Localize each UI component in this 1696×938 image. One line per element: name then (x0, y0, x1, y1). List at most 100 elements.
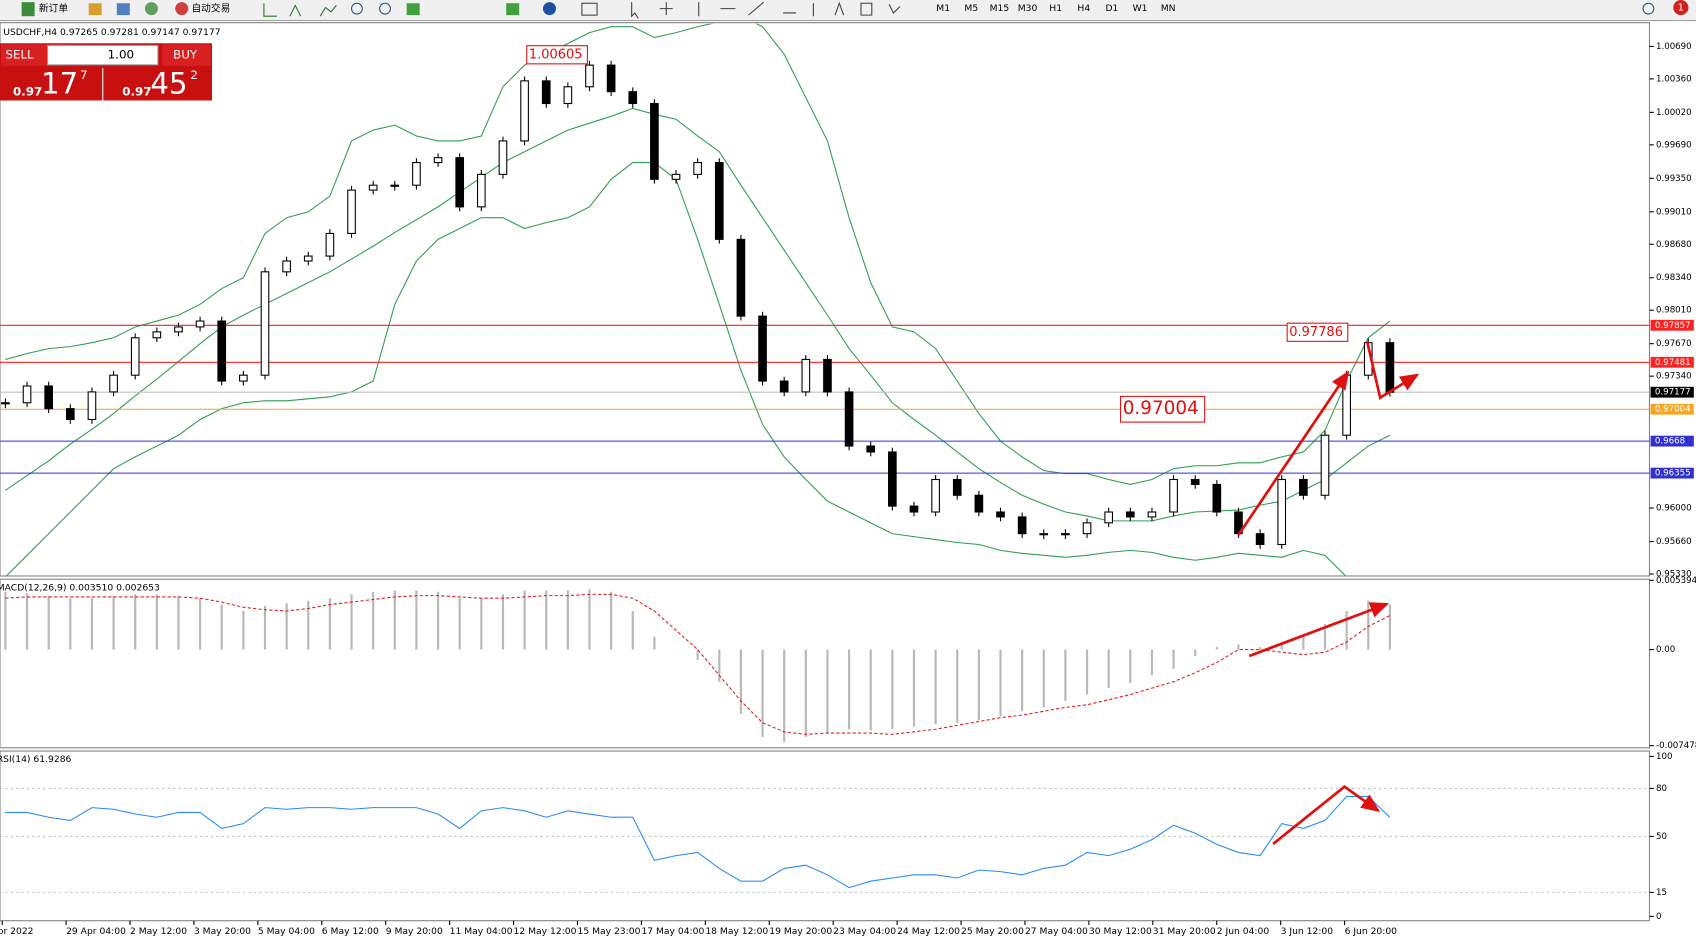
timeframe-button[interactable]: M5 (964, 3, 978, 14)
candle-body (1320, 434, 1330, 496)
arrow (1237, 370, 1350, 536)
y-tick-label: -0.007478 (1656, 741, 1696, 751)
candle-body (758, 315, 767, 382)
chart-type-icons[interactable] (263, 3, 337, 17)
y-tick-label: 100 (1656, 752, 1672, 762)
sell-label[interactable]: SELL (5, 48, 34, 62)
y-tick-label: 0.95330 (1656, 570, 1692, 580)
y-tick-label: 1.00020 (1656, 108, 1692, 118)
candle-body (433, 157, 443, 164)
auto-trading-button[interactable]: 自动交易 (191, 2, 230, 15)
candle-body (22, 385, 32, 404)
new-order-icon[interactable] (21, 2, 35, 17)
y-tick-label: 0.99010 (1656, 207, 1692, 217)
candle-body (174, 326, 183, 333)
x-tick-label: 2 May 12:00 (130, 926, 187, 937)
candle-body (563, 86, 573, 105)
y-tick-label: 15 (1656, 888, 1667, 898)
x-tick-label: 31 May 20:00 (1153, 926, 1216, 937)
zoom-out-icon[interactable] (379, 2, 392, 15)
x-tick-label: 5 May 04:00 (258, 926, 315, 937)
y-tick-label: 0.97340 (1656, 372, 1692, 382)
candle-body (1342, 374, 1351, 436)
candle-body (455, 157, 465, 208)
toolbar-icon[interactable] (144, 2, 158, 16)
candle-body (541, 80, 551, 105)
timeframe-button[interactable]: M15 (990, 3, 1010, 14)
drawing-tools[interactable] (631, 1, 901, 19)
x-tick-label: 2 Jun 04:00 (1217, 926, 1270, 937)
level-label: 0.9668 (1655, 437, 1685, 447)
new-order-button[interactable]: 新订单 (39, 2, 68, 15)
y-tick-label: 0.99690 (1656, 140, 1692, 150)
arrow (1365, 341, 1420, 400)
sell-price-prefix[interactable]: 0.97 (13, 84, 42, 98)
templates-icon[interactable] (581, 2, 598, 16)
buy-label[interactable]: BUY (173, 48, 198, 62)
candle-body (1169, 478, 1178, 513)
candle-body (974, 494, 984, 513)
timeframe-button[interactable]: M1 (936, 3, 950, 14)
lot-input[interactable] (47, 44, 159, 66)
x-tick-label: Apr 2022 (0, 926, 33, 937)
x-tick-label: 18 May 12:00 (705, 926, 768, 937)
candle-body (1255, 533, 1265, 546)
x-tick-label: 19 May 20:00 (769, 926, 832, 937)
lot-value[interactable]: 1.00 (108, 48, 134, 62)
x-tick-label: 30 May 12:00 (1089, 926, 1152, 937)
search-icon[interactable] (1642, 2, 1655, 15)
timeframe-bar: M1 M5 M15 M30 H1 H4 D1 W1 MN (936, 3, 1175, 14)
buy-price-prefix[interactable]: 0.97 (122, 84, 151, 98)
price-annotation-box (526, 45, 588, 65)
x-tick-label: 3 May 20:00 (194, 926, 251, 937)
y-tick-label: 0.95660 (1656, 537, 1692, 547)
candle-body (44, 385, 53, 410)
level-label: 0.97857 (1655, 321, 1691, 331)
symbol-header: USDCHF,H4 0.97265 0.97281 0.97147 0.9717… (3, 27, 220, 38)
notification-count: 1 (1678, 3, 1684, 14)
candle-body (520, 80, 529, 142)
toolbar-icon[interactable] (116, 3, 130, 16)
indicator-line (5, 162, 1347, 576)
candle-body (390, 184, 400, 187)
sell-price-point[interactable]: 7 (80, 68, 88, 82)
candle-body (477, 173, 486, 208)
candle-body (109, 374, 118, 393)
indicator-line (5, 795, 1391, 889)
price-plot-area (0, 23, 1650, 576)
candle-body (931, 478, 940, 513)
periods-icon[interactable] (542, 2, 556, 16)
candle-body (368, 184, 378, 191)
x-tick-label: 3 Jun 12:00 (1281, 926, 1334, 937)
timeframe-button[interactable]: W1 (1133, 3, 1148, 14)
notification-badge[interactable] (1673, 0, 1689, 16)
y-tick-label: 0.98680 (1656, 240, 1692, 250)
level-label: 0.97177 (1655, 388, 1691, 398)
candle-body (671, 173, 681, 180)
buy-price-point[interactable]: 2 (190, 68, 198, 82)
price-annotation: 0.97786 (1289, 325, 1343, 340)
timeframe-button[interactable]: M30 (1018, 3, 1038, 14)
candle-body (260, 271, 270, 376)
candle-body (1212, 483, 1222, 513)
sell-price-pips[interactable]: 17 (41, 66, 78, 100)
timeframe-button[interactable]: H1 (1049, 3, 1062, 14)
indicator-line (5, 107, 1391, 522)
indicators-icon[interactable] (506, 3, 520, 16)
timeframe-button[interactable]: D1 (1105, 3, 1118, 14)
buy-price-pips[interactable]: 45 (150, 66, 187, 100)
x-tick-label: 27 May 04:00 (1025, 926, 1088, 937)
auto-trading-icon[interactable] (175, 2, 189, 16)
toolbar-icon[interactable] (88, 3, 102, 16)
trend-arrows (1237, 341, 1420, 846)
timeframe-button[interactable]: H4 (1077, 3, 1090, 14)
zoom-in-icon[interactable] (350, 2, 363, 15)
toolbar (0, 0, 1696, 21)
candle-body (1082, 522, 1092, 535)
buy-button[interactable] (162, 44, 211, 66)
timeframe-button[interactable]: MN (1161, 3, 1176, 14)
candle-body (909, 505, 919, 513)
tile-icon[interactable] (406, 3, 420, 16)
